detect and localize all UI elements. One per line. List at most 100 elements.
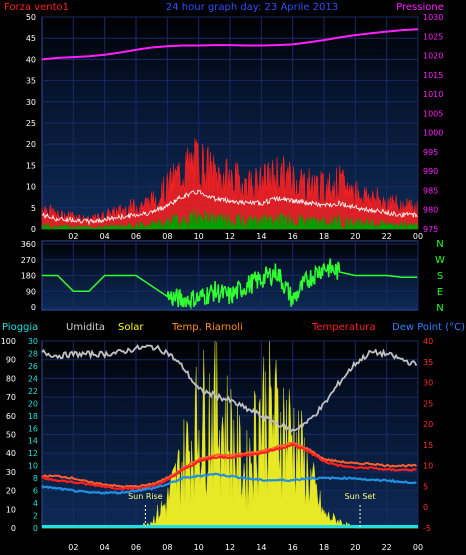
y-tick-label: 0 [31, 225, 36, 234]
y-tick-label: 980 [423, 206, 438, 215]
sun-annotations: Sun Rise Sun Set [128, 492, 375, 528]
y-tick-label: 10 [6, 505, 16, 514]
weather-x-ticks: 02 04 06 08 10 12 14 16 18 20 22 00 [68, 543, 423, 552]
y-tick-label: 5 [423, 482, 428, 491]
y-tick-label: 1005 [423, 109, 443, 118]
y-tick-label: 25 [26, 119, 36, 128]
x-tick-label: 04 [100, 543, 110, 552]
y-tick-label: 15 [423, 441, 433, 450]
y-tick-label: 1020 [423, 52, 443, 61]
temperature-axis-ticks: -5 0 5 10 15 20 25 30 35 40 [423, 337, 433, 533]
y-tick-label: 2 [33, 512, 38, 521]
y-tick-label: 12 [28, 449, 38, 458]
y-tick-label: 22 [28, 387, 38, 396]
legend-dew-point: Dew Point (°C) [392, 322, 465, 333]
y-tick-label: 28 [28, 349, 38, 358]
y-tick-label: 1025 [423, 32, 443, 41]
x-tick-label: 02 [68, 543, 78, 552]
y-tick-label: 20 [28, 399, 38, 408]
y-tick-label: 1030 [423, 13, 443, 22]
y-tick-label: 0 [11, 524, 16, 533]
x-tick-label: 08 [162, 232, 172, 241]
y-tick-label: 6 [33, 487, 38, 496]
x-tick-label: 12 [225, 232, 235, 241]
x-tick-label: 14 [256, 543, 266, 552]
y-tick-label: 40 [26, 55, 36, 64]
x-tick-label: 08 [162, 543, 172, 552]
compass-label: N [436, 239, 443, 250]
x-tick-label: 22 [382, 232, 392, 241]
y-tick-label: 1015 [423, 71, 443, 80]
y-tick-label: 30 [28, 337, 38, 346]
y-tick-label: 24 [28, 374, 38, 383]
legend-rain: Pioggia [2, 322, 38, 333]
sun-rise-label: Sun Rise [128, 492, 163, 501]
humidity-axis-ticks: 0 10 20 30 40 50 60 70 80 90 100 [1, 337, 16, 533]
y-tick-label: 8 [33, 474, 38, 483]
wind-average-line [41, 189, 418, 226]
y-tick-label: 0 [33, 524, 38, 533]
pressure-line [41, 28, 419, 61]
y-tick-label: 90 [6, 356, 16, 365]
x-tick-label: 18 [319, 232, 329, 241]
wind-pressure-series [41, 28, 419, 230]
humidity-line [41, 343, 418, 434]
pressure-axis-ticks: 975 980 985 990 995 1000 1005 1010 1015 1020 1025 1… [423, 13, 443, 234]
y-tick-label: 30 [423, 379, 433, 388]
y-tick-label: 360 [21, 240, 36, 249]
y-tick-label: 20 [6, 487, 16, 496]
direction-axis-ticks: 0 90 180 270 360 [21, 240, 36, 312]
legend-temperature: Temperatura [311, 322, 376, 333]
y-tick-label: 10 [423, 462, 433, 471]
x-tick-label: 00 [413, 232, 423, 241]
direction-series [42, 258, 418, 310]
x-tick-label: 20 [350, 543, 360, 552]
x-tick-label: 04 [100, 232, 110, 241]
x-tick-label: 18 [319, 543, 329, 552]
y-tick-label: 26 [28, 362, 38, 371]
temperature-line [41, 443, 417, 491]
y-tick-label: 40 [6, 449, 16, 458]
y-tick-label: 10 [28, 462, 38, 471]
y-tick-label: 90 [26, 287, 36, 296]
wind-axis-ticks: 0 5 10 15 20 25 30 35 40 45 50 [26, 13, 36, 234]
header-title: 24 hour graph day: 23 Aprile 2013 [166, 2, 338, 13]
wind-pressure-x-ticks: 02 04 06 08 10 12 14 16 18 20 22 00 [68, 232, 423, 241]
y-tick-label: 50 [26, 13, 36, 22]
x-tick-label: 06 [131, 232, 141, 241]
y-tick-label: 975 [423, 225, 438, 234]
y-tick-label: 16 [28, 424, 38, 433]
wind-lull-area [41, 208, 419, 230]
compass-label: N [436, 303, 443, 314]
x-tick-label: 10 [194, 232, 204, 241]
y-tick-label: 80 [6, 374, 16, 383]
dew-point-line [41, 472, 417, 495]
compass-label: W [435, 255, 445, 266]
y-tick-label: 25 [423, 399, 433, 408]
x-tick-label: 16 [288, 543, 298, 552]
y-tick-label: 20 [423, 420, 433, 429]
y-tick-label: 990 [423, 167, 438, 176]
compass-label: S [437, 271, 443, 282]
y-tick-label: 18 [28, 412, 38, 421]
y-tick-label: 0 [31, 303, 36, 312]
y-tick-label: 35 [26, 77, 36, 86]
y-tick-label: 20 [26, 140, 36, 149]
y-tick-label: -5 [423, 524, 431, 533]
y-tick-label: 50 [6, 431, 16, 440]
x-tick-label: 06 [131, 543, 141, 552]
y-tick-label: 180 [21, 272, 36, 281]
y-tick-label: 30 [26, 98, 36, 107]
weather-series [41, 340, 418, 529]
y-tick-label: 270 [21, 256, 36, 265]
y-tick-label: 40 [423, 337, 433, 346]
y-tick-label: 14 [28, 437, 38, 446]
wind-direction-line [42, 258, 418, 310]
header-left-label: Forza vento1 [4, 2, 69, 13]
y-tick-label: 1010 [423, 90, 443, 99]
x-tick-label: 02 [68, 232, 78, 241]
y-tick-label: 70 [6, 393, 16, 402]
